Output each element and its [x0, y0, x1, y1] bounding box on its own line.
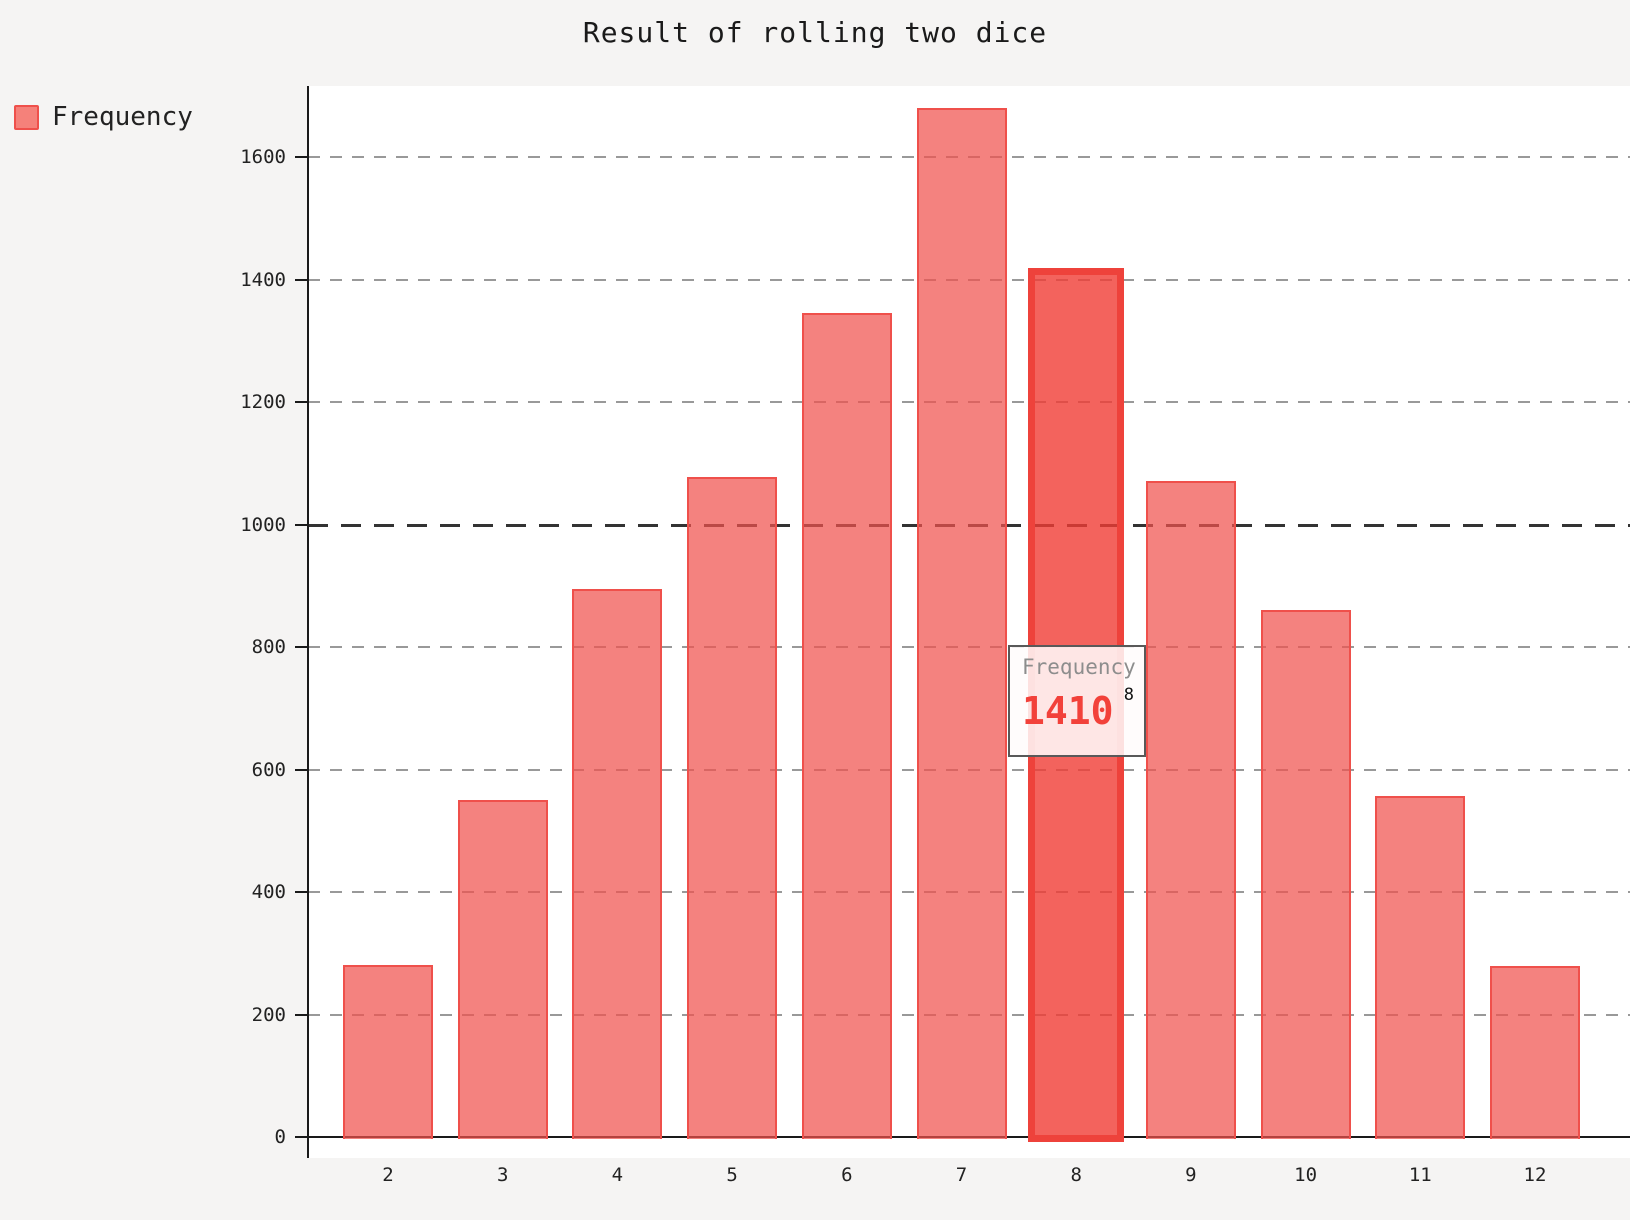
x-tick-label-7: 7	[955, 1164, 968, 1186]
legend-item-frequency[interactable]: Frequency	[14, 102, 193, 132]
bar-7[interactable]	[916, 108, 1007, 1139]
y-tick-label-1200: 1200	[240, 391, 286, 414]
x-tick-label-9: 9	[1185, 1164, 1197, 1186]
bar-9[interactable]	[1145, 480, 1236, 1139]
y-tick-label-800: 800	[251, 636, 286, 659]
y-tick-label-200: 200	[251, 1003, 286, 1026]
x-tick-label-4: 4	[611, 1164, 624, 1186]
y-tick-mark	[295, 891, 308, 894]
bar-11[interactable]	[1375, 795, 1466, 1139]
legend-label: Frequency	[52, 102, 193, 132]
y-tick-mark	[295, 278, 308, 281]
y-tick-label-1400: 1400	[240, 268, 286, 291]
y-axis-spine	[307, 86, 309, 1158]
bar-4[interactable]	[572, 589, 663, 1139]
y-tick-mark	[295, 156, 308, 159]
x-tick-label-10: 10	[1294, 1164, 1318, 1186]
y-tick-mark	[295, 1013, 308, 1016]
y-tick-mark	[295, 401, 308, 404]
y-tick-label-600: 600	[251, 758, 286, 781]
y-tick-label-1600: 1600	[240, 146, 286, 169]
y-tick-label-400: 400	[251, 881, 286, 904]
bar-10[interactable]	[1260, 609, 1351, 1139]
tooltip-category: 8	[1123, 685, 1134, 705]
y-tick-mark	[295, 768, 308, 771]
y-tick-mark	[295, 646, 308, 649]
bar-2[interactable]	[343, 964, 433, 1139]
y-tick-mark	[295, 1136, 308, 1138]
legend-swatch-icon	[14, 104, 39, 130]
bar-3[interactable]	[457, 799, 548, 1139]
x-tick-label-11: 11	[1408, 1164, 1432, 1186]
y-tick-mark	[295, 523, 308, 526]
x-tick-label-8: 8	[1070, 1164, 1082, 1186]
bar-5[interactable]	[687, 476, 778, 1139]
bar-12[interactable]	[1490, 966, 1580, 1139]
chart-title: Result of rolling two dice	[582, 16, 1048, 49]
x-tick-label-3: 3	[496, 1164, 509, 1186]
x-tick-label-12: 12	[1523, 1164, 1547, 1186]
tooltip-value: 1410	[1022, 689, 1114, 733]
x-tick-label-6: 6	[841, 1164, 853, 1186]
tooltip-series-label: Frequency	[1022, 655, 1136, 679]
bar-6[interactable]	[801, 312, 892, 1139]
x-tick-label-2: 2	[382, 1164, 394, 1186]
y-tick-label-0: 0	[274, 1126, 286, 1148]
hover-tooltip: Frequency 1410 8	[1008, 645, 1146, 757]
x-tick-label-5: 5	[726, 1164, 738, 1186]
y-tick-label-1000: 1000	[240, 513, 286, 536]
